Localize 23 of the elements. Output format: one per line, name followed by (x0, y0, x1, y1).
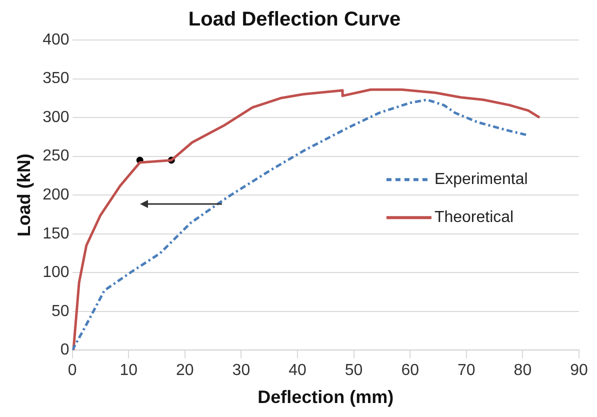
x-tick-label: 80 (514, 362, 532, 380)
legend-label: Theoretical (434, 208, 514, 226)
y-tick-label: 250 (42, 148, 70, 165)
x-tick-label: 20 (176, 362, 194, 380)
legend-label: Experimental (434, 170, 528, 188)
x-tick-label: 50 (344, 362, 363, 380)
y-tick-label: 150 (42, 225, 70, 242)
x-tick-label: 90 (570, 362, 588, 380)
x-axis-title: Deflection (mm) (258, 387, 394, 408)
x-tick-label: 70 (458, 362, 476, 380)
x-tick-label: 30 (232, 362, 250, 380)
y-tick-label: 300 (42, 108, 70, 126)
y-tick-label: 0 (60, 342, 70, 359)
y-axis-title: Load (kN) (14, 154, 34, 237)
x-tick-label: 40 (288, 362, 306, 380)
y-tick-label: 100 (42, 264, 70, 282)
chart-title: Load Deflection Curve (188, 8, 401, 31)
y-tick-label: 350 (42, 70, 70, 88)
y-tick-label: 50 (52, 302, 70, 320)
x-tick-label: 10 (120, 362, 138, 380)
y-tick-label: 400 (42, 31, 70, 48)
x-tick-label: 60 (401, 362, 420, 380)
y-tick-label: 200 (42, 186, 70, 204)
